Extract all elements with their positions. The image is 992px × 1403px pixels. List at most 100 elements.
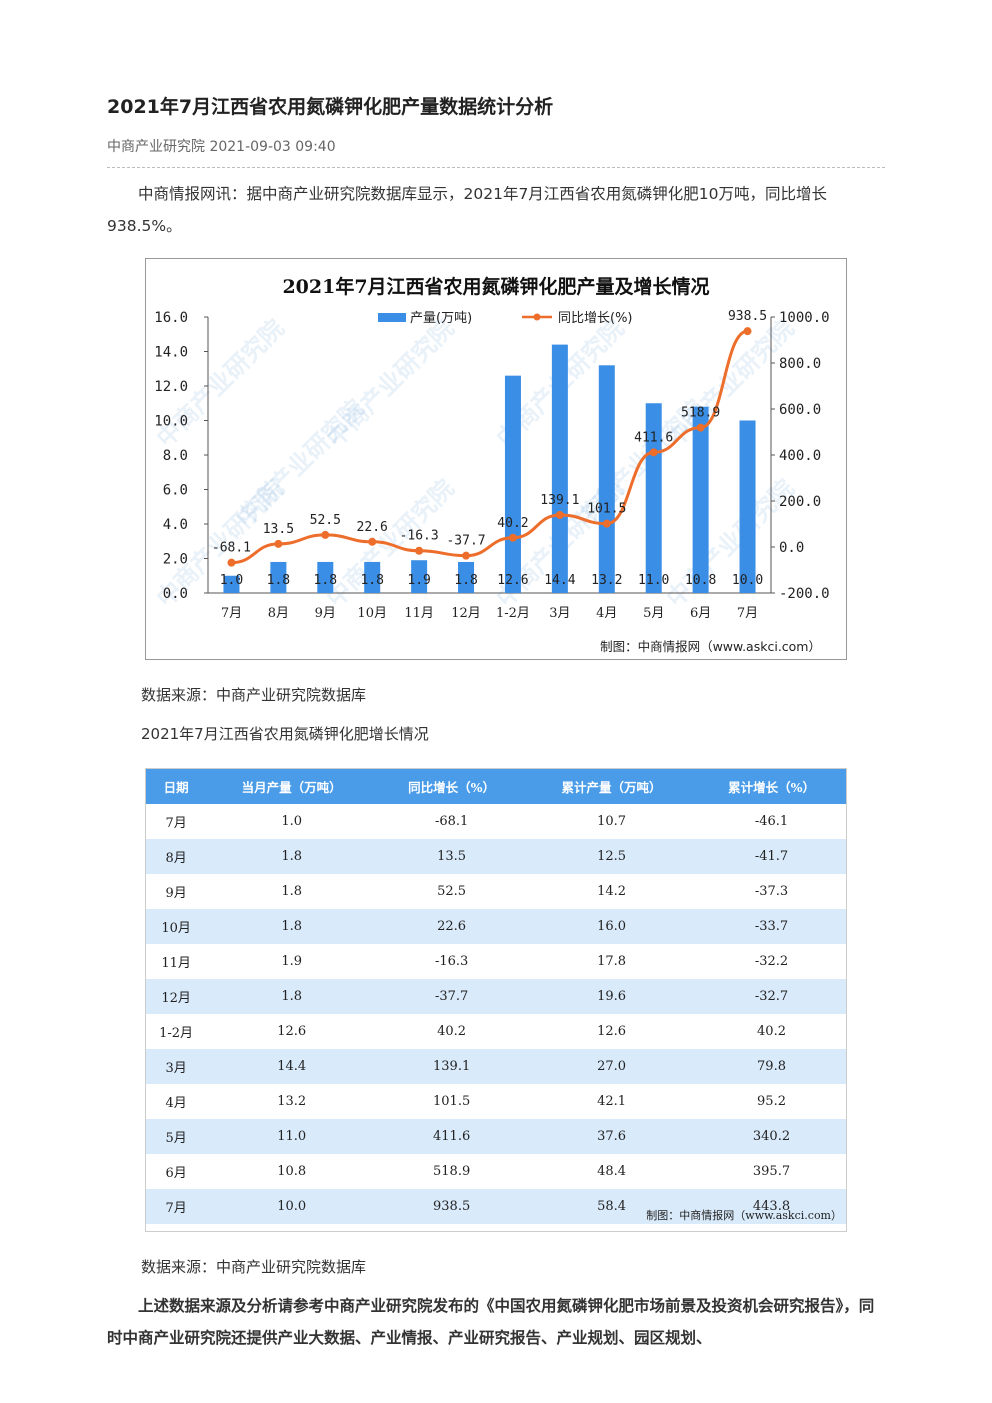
table-cell: 40.2 xyxy=(697,1014,846,1049)
bar-value-label: 11.0 xyxy=(638,573,669,588)
left-tick-label: 4.0 xyxy=(163,517,188,533)
table-row: 8月 1.8 13.5 12.5 -41.7 xyxy=(146,839,846,874)
table-cell: 79.8 xyxy=(697,1049,846,1084)
table-cell: 14.4 xyxy=(206,1049,378,1084)
table-cell: 1.8 xyxy=(206,874,378,909)
table-cell: 1.8 xyxy=(206,909,378,944)
table-cell: 1.8 xyxy=(206,979,378,1014)
table-cell: 10月 xyxy=(146,909,207,944)
chart-bar xyxy=(598,365,615,593)
left-tick-label: 6.0 xyxy=(163,483,188,499)
table-row: 1-2月 12.6 40.2 12.6 40.2 xyxy=(146,1014,846,1049)
table-cell: -41.7 xyxy=(697,839,846,874)
table-header-cell: 同比增长（%） xyxy=(377,769,527,804)
table-cell: 95.2 xyxy=(697,1084,846,1119)
table-row: 6月 10.8 518.9 48.4 395.7 xyxy=(146,1154,846,1189)
table-cell: 443.8 xyxy=(697,1189,846,1224)
growth-point xyxy=(368,537,377,546)
x-tick-label: 3月 xyxy=(549,606,570,621)
table-source: 数据来源：中商产业研究院数据库 xyxy=(141,1258,367,1276)
chart-bar xyxy=(364,561,381,593)
growth-value-label: 13.5 xyxy=(263,522,294,537)
growth-table: 日期 当月产量（万吨） 同比增长（%） 累计产量（万吨） 累计增长（%） 7月 1.0 -6… xyxy=(146,769,846,1224)
bar-value-label: 10.8 xyxy=(685,573,716,588)
table-cell: 6月 xyxy=(146,1154,207,1189)
table-cell: 17.8 xyxy=(526,944,698,979)
growth-value-label: 101.5 xyxy=(587,502,626,517)
x-tick-label: 8月 xyxy=(268,606,289,621)
x-tick-label: 7月 xyxy=(737,606,758,621)
table-cell: 10.7 xyxy=(526,804,698,839)
x-tick-label: 12月 xyxy=(451,606,481,621)
bar-value-label: 1.8 xyxy=(267,573,290,588)
chart-bar xyxy=(504,375,521,593)
x-tick-label: 1-2月 xyxy=(496,606,530,621)
table-cell: 48.4 xyxy=(526,1154,698,1189)
left-tick-label: 8.0 xyxy=(163,448,188,464)
bar-value-label: 1.8 xyxy=(314,573,337,588)
table-cell: 52.5 xyxy=(377,874,527,909)
table-cell: 411.6 xyxy=(377,1119,527,1154)
right-tick-label: 600.0 xyxy=(779,402,821,418)
growth-value-label: -16.3 xyxy=(400,529,439,544)
growth-point xyxy=(602,519,611,528)
right-tick-label: -200.0 xyxy=(779,586,830,602)
left-tick-label: 12.0 xyxy=(154,379,188,395)
table-cell: -32.7 xyxy=(697,979,846,1014)
table-cell: 5月 xyxy=(146,1119,207,1154)
table-cell: 14.2 xyxy=(526,874,698,909)
table-header-cell: 当月产量（万吨） xyxy=(206,769,378,804)
table-row: 7月 10.0 938.5 58.4 443.8 xyxy=(146,1189,846,1224)
table-row: 10月 1.8 22.6 16.0 -33.7 xyxy=(146,909,846,944)
table-cell: -32.2 xyxy=(697,944,846,979)
table-cell: 139.1 xyxy=(377,1049,527,1084)
table-cell: 9月 xyxy=(146,874,207,909)
article-meta: 中商产业研究院 2021-09-03 09:40 xyxy=(107,139,336,155)
bar-value-label: 1.8 xyxy=(454,573,477,588)
table-header-row: 日期 当月产量（万吨） 同比增长（%） 累计产量（万吨） 累计增长（%） xyxy=(146,769,846,804)
x-tick-label: 9月 xyxy=(315,606,336,621)
right-tick-label: 400.0 xyxy=(779,448,821,464)
table-cell: 12.5 xyxy=(526,839,698,874)
growth-value-label: 411.6 xyxy=(634,430,673,445)
table-cell: 13.5 xyxy=(377,839,527,874)
bar-value-label: 10.0 xyxy=(732,573,763,588)
table-credit: 制图：中商情报网（www.askci.com） xyxy=(646,1209,842,1222)
closing-paragraph: 上述数据来源及分析请参考中商产业研究院发布的《中国农用氮磷钾化肥市场前景及投资机… xyxy=(107,1297,875,1347)
chart-bar xyxy=(692,406,709,593)
table-row: 12月 1.8 -37.7 19.6 -32.7 xyxy=(146,979,846,1014)
table-cell: 1-2月 xyxy=(146,1014,207,1049)
table-cell: 12.6 xyxy=(206,1014,378,1049)
chart-bar xyxy=(317,561,334,593)
watermark-text: 中商产业研究院 xyxy=(231,394,370,533)
table-cell: 37.6 xyxy=(526,1119,698,1154)
left-tick-label: 14.0 xyxy=(154,345,188,361)
table-cell: 16.0 xyxy=(526,909,698,944)
table-cell: 4月 xyxy=(146,1084,207,1119)
right-tick-label: 800.0 xyxy=(779,356,821,372)
table-cell: 12.6 xyxy=(526,1014,698,1049)
article-title: 2021年7月江西省农用氮磷钾化肥产量数据统计分析 xyxy=(107,96,554,118)
bar-value-label: 14.4 xyxy=(544,573,575,588)
left-tick-label: 2.0 xyxy=(163,552,188,568)
growth-point xyxy=(649,448,658,457)
left-tick-label: 16.0 xyxy=(154,310,188,326)
table-cell: -37.3 xyxy=(697,874,846,909)
table-cell: 12月 xyxy=(146,979,207,1014)
bar-value-label: 13.2 xyxy=(591,573,622,588)
x-tick-label: 4月 xyxy=(596,606,617,621)
chart-bar xyxy=(270,561,287,593)
left-tick-label: 0.0 xyxy=(163,586,188,602)
table-cell: 11.0 xyxy=(206,1119,378,1154)
legend-bar-label: 产量(万吨) xyxy=(410,311,472,326)
table-row: 5月 11.0 411.6 37.6 340.2 xyxy=(146,1119,846,1154)
table-cell: 11月 xyxy=(146,944,207,979)
table-cell: -33.7 xyxy=(697,909,846,944)
table-caption: 2021年7月江西省农用氮磷钾化肥增长情况 xyxy=(141,725,429,743)
table-cell: -37.7 xyxy=(377,979,527,1014)
table-row: 4月 13.2 101.5 42.1 95.2 xyxy=(146,1084,846,1119)
growth-value-label: 40.2 xyxy=(497,516,528,531)
table-header-cell: 累计产量（万吨） xyxy=(526,769,698,804)
legend-line-marker xyxy=(533,313,541,321)
